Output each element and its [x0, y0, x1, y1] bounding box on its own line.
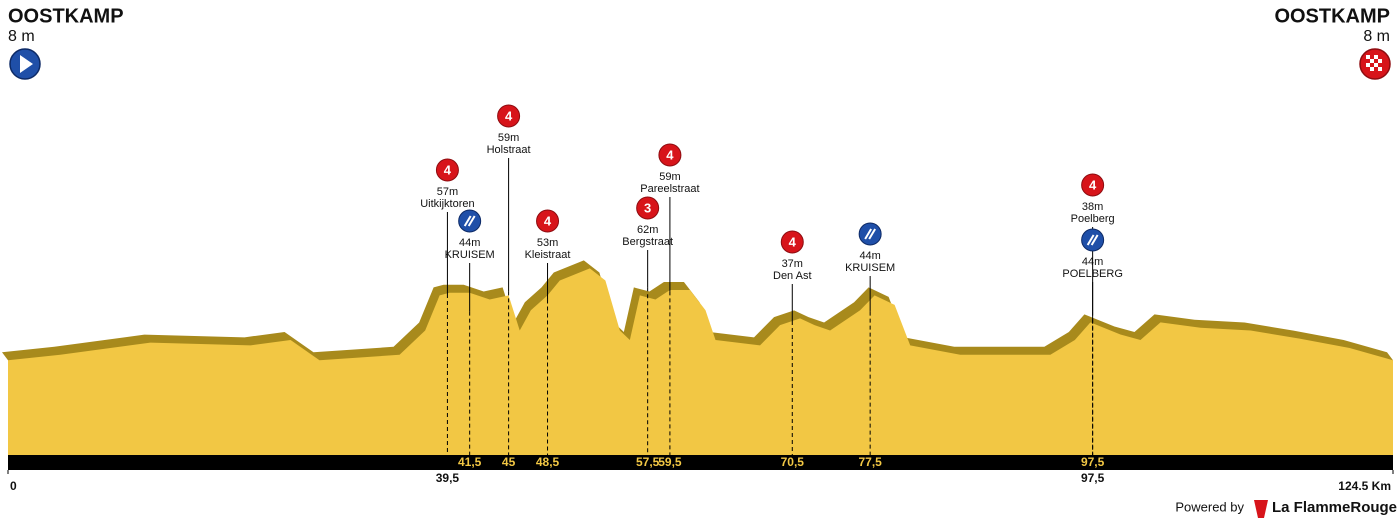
km-label: 97,5 — [1081, 471, 1105, 485]
x-tick-label: 124.5 Km — [1338, 479, 1391, 493]
sprint-icon — [458, 209, 482, 233]
climb-icon — [1081, 173, 1105, 197]
profile-area — [8, 268, 1393, 455]
start-name: OOSTKAMP — [8, 5, 124, 27]
altitude-label: 62m — [637, 224, 658, 236]
point-name: Den Ast — [773, 270, 812, 282]
finish-icon — [1359, 48, 1391, 80]
climb-category: 3 — [644, 200, 651, 215]
brand-logo — [1254, 500, 1268, 518]
sprint-icon-mark — [1086, 234, 1099, 246]
climb-category: 4 — [505, 108, 513, 123]
altitude-label: 44m — [1082, 256, 1103, 268]
brand: La FlammeRouge — [1272, 499, 1397, 516]
km-label: 45 — [502, 455, 516, 469]
climb-icon — [636, 196, 660, 220]
climb-icon — [780, 230, 804, 254]
climb-icon — [536, 209, 560, 233]
sprint-icon-mark — [864, 228, 877, 240]
km-label: 77,5 — [858, 455, 882, 469]
km-label: 57,5 — [636, 455, 660, 469]
point-name: KRUISEM — [445, 249, 495, 261]
point-name: KRUISEM — [845, 262, 895, 274]
altitude-label: 59m — [498, 132, 519, 144]
point-name: Holstraat — [487, 144, 531, 156]
km-label: 41,5 — [458, 455, 482, 469]
climb-category: 4 — [444, 162, 452, 177]
sprint-icon-mark — [463, 215, 476, 227]
point-name: Bergstraat — [622, 236, 673, 248]
x-tick-label: 0 — [10, 479, 17, 493]
point-name: POELBERG — [1062, 268, 1123, 280]
km-label: 48,5 — [536, 455, 560, 469]
km-label: 70,5 — [781, 455, 805, 469]
sprint-icon — [858, 222, 882, 246]
climb-category: 4 — [544, 213, 552, 228]
altitude-label: 37m — [782, 258, 803, 270]
plot — [2, 260, 1393, 455]
altitude-label: 44m — [459, 237, 480, 249]
point-name: Pareelstraat — [640, 183, 699, 195]
powered-by: Powered by — [1175, 499, 1244, 514]
altitude-label: 53m — [537, 237, 558, 249]
climb-icon — [497, 104, 521, 128]
km-label: 59,5 — [658, 455, 682, 469]
altitude-label: 44m — [859, 250, 880, 262]
climb-category: 4 — [1089, 177, 1097, 192]
finish-altitude: 8 m — [1363, 28, 1390, 45]
start-altitude: 8 m — [8, 28, 35, 45]
point-name: Uitkijktoren — [420, 198, 474, 210]
finish-name: OOSTKAMP — [1274, 5, 1390, 27]
climb-icon — [658, 143, 682, 167]
km-label: 97,5 — [1081, 455, 1105, 469]
altitude-label: 57m — [437, 186, 458, 198]
point-name: Poelberg — [1071, 213, 1115, 225]
climb-category: 4 — [666, 147, 674, 162]
point-name: Kleistraat — [525, 249, 571, 261]
labels: 0 124.5 Km457mUitkijktoren39,5459mHolstra… — [7, 104, 1394, 493]
km-label: 39,5 — [436, 471, 460, 485]
altitude-label: 38m — [1082, 201, 1103, 213]
sprint-icon — [1081, 228, 1105, 252]
climb-category: 4 — [789, 234, 797, 249]
altitude-label: 59m — [659, 171, 680, 183]
climb-icon — [435, 158, 459, 182]
km-bar — [8, 455, 1393, 470]
start-icon — [9, 48, 41, 80]
